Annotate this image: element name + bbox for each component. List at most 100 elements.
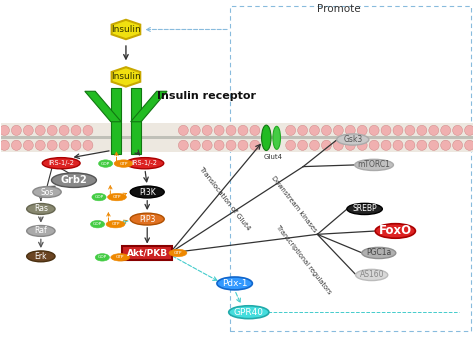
- Ellipse shape: [202, 125, 212, 135]
- Text: Sos: Sos: [40, 187, 54, 197]
- Ellipse shape: [405, 140, 415, 150]
- Text: Raf: Raf: [35, 226, 47, 235]
- Ellipse shape: [355, 159, 393, 170]
- Ellipse shape: [441, 125, 451, 135]
- Text: Pdx-1: Pdx-1: [222, 279, 247, 288]
- Ellipse shape: [27, 225, 55, 236]
- Text: FoxO: FoxO: [379, 224, 412, 237]
- Ellipse shape: [47, 125, 57, 135]
- Ellipse shape: [111, 254, 130, 261]
- Ellipse shape: [106, 220, 125, 228]
- Bar: [0, 123, 474, 152]
- Ellipse shape: [71, 125, 81, 135]
- Text: GTP: GTP: [119, 162, 128, 166]
- Text: SREBP: SREBP: [352, 204, 377, 214]
- Bar: [230, 6, 471, 331]
- Ellipse shape: [375, 224, 415, 238]
- Ellipse shape: [91, 220, 105, 228]
- FancyBboxPatch shape: [122, 245, 172, 260]
- Ellipse shape: [83, 125, 93, 135]
- Ellipse shape: [92, 193, 106, 201]
- Bar: [111, 88, 121, 154]
- Ellipse shape: [0, 140, 9, 150]
- Ellipse shape: [453, 140, 463, 150]
- Ellipse shape: [0, 125, 9, 135]
- Ellipse shape: [429, 140, 439, 150]
- Ellipse shape: [59, 125, 69, 135]
- Text: IRS-1/-2: IRS-1/-2: [48, 160, 74, 166]
- Polygon shape: [85, 91, 121, 122]
- Ellipse shape: [465, 140, 474, 150]
- Ellipse shape: [429, 125, 439, 135]
- Ellipse shape: [238, 125, 248, 135]
- Ellipse shape: [229, 306, 269, 319]
- Text: PI3K: PI3K: [139, 187, 155, 197]
- Ellipse shape: [337, 134, 369, 145]
- Polygon shape: [111, 67, 140, 87]
- Ellipse shape: [369, 125, 379, 135]
- Ellipse shape: [321, 125, 331, 135]
- Ellipse shape: [217, 277, 252, 290]
- Ellipse shape: [333, 140, 343, 150]
- Ellipse shape: [11, 125, 21, 135]
- Ellipse shape: [226, 125, 236, 135]
- Text: Insulin receptor: Insulin receptor: [157, 90, 256, 101]
- Text: Erk: Erk: [35, 252, 47, 261]
- Ellipse shape: [52, 173, 96, 187]
- Text: Akt/PKB: Akt/PKB: [127, 249, 168, 257]
- Ellipse shape: [114, 160, 133, 167]
- Ellipse shape: [393, 125, 403, 135]
- Bar: [0, 136, 474, 139]
- Ellipse shape: [381, 140, 391, 150]
- Bar: [131, 88, 141, 154]
- Ellipse shape: [27, 204, 55, 214]
- Ellipse shape: [441, 140, 451, 150]
- Ellipse shape: [357, 125, 367, 135]
- Text: GDP: GDP: [101, 162, 110, 166]
- Ellipse shape: [35, 140, 45, 150]
- Ellipse shape: [226, 140, 236, 150]
- Ellipse shape: [346, 125, 355, 135]
- Text: GTP: GTP: [111, 222, 120, 226]
- Ellipse shape: [393, 140, 403, 150]
- Ellipse shape: [298, 125, 308, 135]
- Ellipse shape: [108, 193, 127, 201]
- Ellipse shape: [190, 140, 200, 150]
- Text: Translocation of Glut4: Translocation of Glut4: [199, 166, 252, 232]
- Text: GTP: GTP: [113, 195, 121, 199]
- Ellipse shape: [130, 186, 164, 198]
- Ellipse shape: [310, 125, 319, 135]
- Ellipse shape: [126, 158, 164, 169]
- Ellipse shape: [262, 125, 271, 151]
- Ellipse shape: [95, 254, 109, 261]
- Text: PIP3: PIP3: [139, 215, 155, 224]
- Text: GPR40: GPR40: [234, 308, 264, 317]
- Ellipse shape: [202, 140, 212, 150]
- Ellipse shape: [321, 140, 331, 150]
- Ellipse shape: [250, 125, 260, 135]
- Ellipse shape: [286, 140, 296, 150]
- Text: Transcriptional regulators: Transcriptional regulators: [274, 224, 332, 295]
- Ellipse shape: [405, 125, 415, 135]
- Ellipse shape: [417, 125, 427, 135]
- Ellipse shape: [11, 140, 21, 150]
- Ellipse shape: [381, 125, 391, 135]
- Ellipse shape: [71, 140, 81, 150]
- Ellipse shape: [178, 140, 188, 150]
- Ellipse shape: [214, 125, 224, 135]
- Ellipse shape: [23, 125, 33, 135]
- Ellipse shape: [346, 140, 355, 150]
- Ellipse shape: [286, 125, 296, 135]
- Text: GDP: GDP: [98, 255, 107, 259]
- Ellipse shape: [362, 248, 396, 258]
- Ellipse shape: [250, 140, 260, 150]
- Ellipse shape: [369, 140, 379, 150]
- Polygon shape: [111, 20, 140, 39]
- Text: mTORC1: mTORC1: [357, 160, 391, 169]
- Polygon shape: [131, 91, 167, 122]
- Ellipse shape: [333, 125, 343, 135]
- Ellipse shape: [465, 125, 474, 135]
- Text: Gsk3: Gsk3: [343, 135, 363, 144]
- Ellipse shape: [417, 140, 427, 150]
- Text: Insulin: Insulin: [111, 72, 141, 81]
